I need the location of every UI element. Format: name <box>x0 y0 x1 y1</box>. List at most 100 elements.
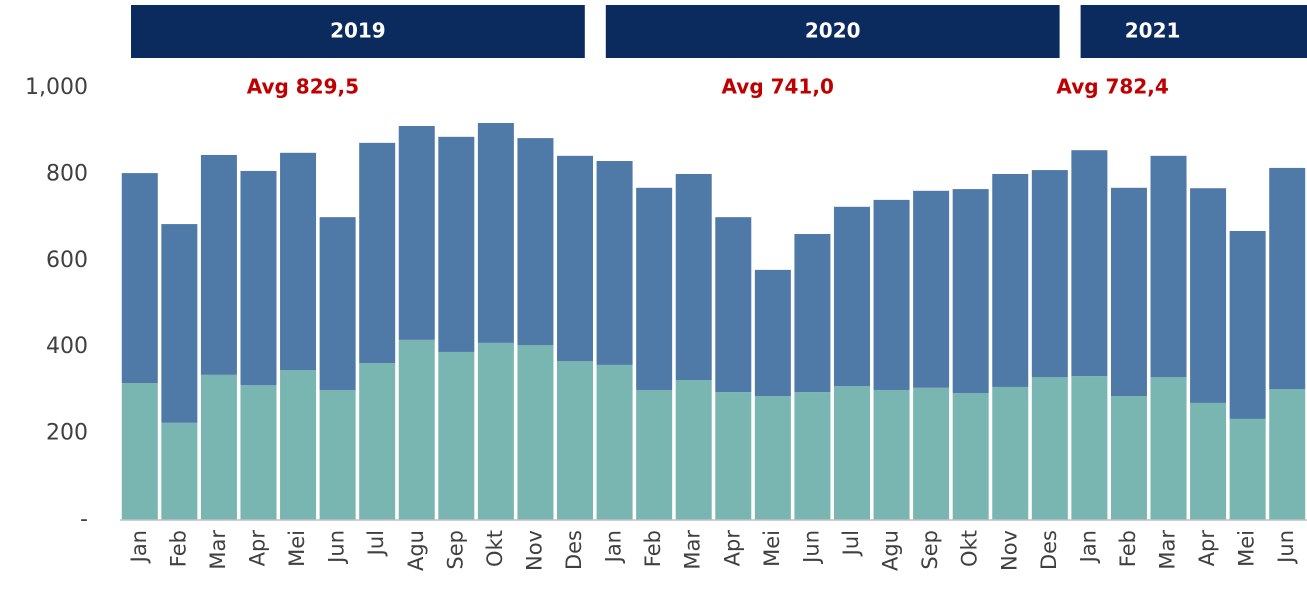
bar-segment <box>398 339 435 520</box>
bar-segment <box>636 389 673 520</box>
x-tick-label: Mei <box>285 530 309 567</box>
bar-segment <box>754 269 791 397</box>
bar-segment <box>675 380 712 520</box>
bar-segment <box>873 389 910 520</box>
bar-segment <box>121 383 158 520</box>
bar-segment <box>1110 396 1147 520</box>
bar-segment <box>517 138 554 346</box>
average-annotation: Avg 741,0 <box>722 75 834 99</box>
bar-segment <box>794 234 831 393</box>
bar-segment <box>477 122 514 343</box>
x-tick-label: Apr <box>1195 530 1219 567</box>
x-tick-label: Jun <box>325 530 349 565</box>
bar-segment <box>675 173 712 381</box>
y-tick-label: 800 <box>46 161 88 186</box>
bar-segment <box>1031 377 1068 520</box>
y-tick-label: 400 <box>46 334 88 359</box>
x-tick-label: Jul <box>839 530 863 557</box>
bar-segment <box>952 189 989 393</box>
x-tick-label: Sep <box>443 530 467 570</box>
bar-segment <box>1190 188 1227 403</box>
x-tick-label: Mar <box>681 530 705 570</box>
x-tick-label: Apr <box>245 530 269 567</box>
bar-segment <box>992 173 1029 387</box>
x-tick-label: Feb <box>1116 530 1140 567</box>
bar-segment <box>240 385 277 520</box>
bar-segment <box>1071 150 1108 377</box>
bar-segment <box>833 386 870 520</box>
bar-segment <box>477 342 514 520</box>
x-tick-label: Okt <box>483 530 507 567</box>
bar-segment <box>557 361 594 520</box>
year-label: 2019 <box>330 19 386 43</box>
bar-segment <box>557 155 594 362</box>
bar-segment <box>1190 402 1227 520</box>
x-tick-label: Nov <box>522 530 546 571</box>
year-label: 2021 <box>1125 19 1181 43</box>
x-tick-label: Jan <box>1076 530 1100 564</box>
x-tick-label: Jan <box>127 530 151 564</box>
bar-segment <box>121 173 158 384</box>
x-tick-label: Mei <box>760 530 784 567</box>
average-annotation: Avg 829,5 <box>247 75 359 99</box>
bar-segment <box>1229 230 1266 419</box>
bar-segment <box>794 392 831 520</box>
bar-segment <box>438 136 475 352</box>
bar-segment <box>161 422 198 520</box>
bar-segment <box>833 206 870 387</box>
bar-segment <box>319 217 356 390</box>
x-tick-label: Agu <box>879 530 903 571</box>
y-tick-label: - <box>80 507 88 532</box>
bar-segment <box>359 363 396 520</box>
bar-segment <box>319 389 356 520</box>
x-tick-label: Jun <box>799 530 823 565</box>
bar-segment <box>873 199 910 390</box>
bar-segment <box>596 364 633 520</box>
x-tick-label: Sep <box>918 530 942 570</box>
bar-segment <box>715 217 752 393</box>
y-tick-label: 600 <box>46 248 88 273</box>
x-tick-label: Agu <box>404 530 428 571</box>
year-label: 2020 <box>805 19 861 43</box>
average-annotation: Avg 782,4 <box>1056 75 1168 99</box>
x-tick-label: Mei <box>1235 530 1259 567</box>
bar-segment <box>280 152 317 371</box>
x-tick-label: Mar <box>1156 530 1180 570</box>
bar-segment <box>754 396 791 520</box>
bar-segment <box>636 187 673 390</box>
bar-segment <box>1110 187 1147 397</box>
bar-segment <box>1269 389 1306 520</box>
bar-segment <box>1150 377 1187 520</box>
x-tick-label: Des <box>562 530 586 570</box>
bar-segment <box>715 392 752 520</box>
bar-segment <box>240 170 277 386</box>
bar-segment <box>596 161 633 365</box>
x-tick-label: Jan <box>602 530 626 564</box>
bar-segment <box>1269 167 1306 390</box>
bar-segment <box>398 126 435 340</box>
x-tick-label: Feb <box>166 530 190 567</box>
x-tick-label: Feb <box>641 530 665 567</box>
bar-segment <box>1150 155 1187 378</box>
y-tick-label: 1,000 <box>25 75 88 100</box>
x-tick-label: Mar <box>206 530 230 570</box>
bar-segment <box>913 190 950 388</box>
bar-segment <box>913 387 950 520</box>
bar-segment <box>517 345 554 520</box>
x-tick-label: Apr <box>720 530 744 567</box>
year-banner <box>605 5 1060 58</box>
x-tick-label: Okt <box>958 530 982 567</box>
bar-segment <box>200 374 237 520</box>
bar-segment <box>161 224 198 423</box>
bar-segment <box>280 370 317 520</box>
bar-segment <box>952 392 989 520</box>
year-banner <box>131 5 585 58</box>
bar-segment <box>200 154 237 375</box>
x-tick-label: Jun <box>1274 530 1298 565</box>
bar-segment <box>1031 170 1068 378</box>
bar-segment <box>359 142 396 364</box>
y-tick-label: 200 <box>46 421 88 446</box>
x-tick-label: Nov <box>997 530 1021 571</box>
